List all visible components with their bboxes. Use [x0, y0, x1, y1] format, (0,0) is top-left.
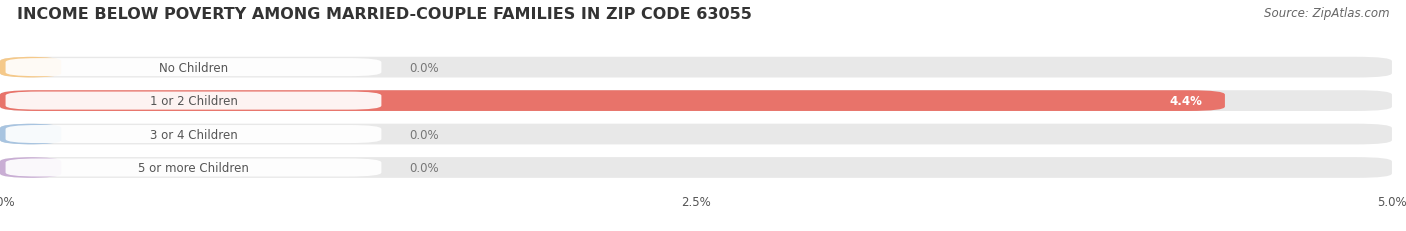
Text: 5 or more Children: 5 or more Children [138, 161, 249, 174]
FancyBboxPatch shape [0, 58, 62, 78]
FancyBboxPatch shape [0, 91, 1225, 112]
Text: 0.0%: 0.0% [409, 161, 439, 174]
FancyBboxPatch shape [0, 124, 1392, 145]
FancyBboxPatch shape [6, 159, 381, 177]
FancyBboxPatch shape [0, 91, 1392, 112]
FancyBboxPatch shape [0, 124, 62, 145]
Text: 3 or 4 Children: 3 or 4 Children [149, 128, 238, 141]
FancyBboxPatch shape [6, 59, 381, 77]
FancyBboxPatch shape [6, 92, 381, 110]
Text: Source: ZipAtlas.com: Source: ZipAtlas.com [1264, 7, 1389, 20]
Text: 0.0%: 0.0% [409, 128, 439, 141]
FancyBboxPatch shape [0, 158, 62, 178]
Text: INCOME BELOW POVERTY AMONG MARRIED-COUPLE FAMILIES IN ZIP CODE 63055: INCOME BELOW POVERTY AMONG MARRIED-COUPL… [17, 7, 752, 22]
Text: 0.0%: 0.0% [409, 61, 439, 74]
Text: No Children: No Children [159, 61, 228, 74]
Text: 4.4%: 4.4% [1170, 95, 1202, 108]
FancyBboxPatch shape [0, 158, 1392, 178]
Text: 1 or 2 Children: 1 or 2 Children [149, 95, 238, 108]
FancyBboxPatch shape [6, 125, 381, 143]
FancyBboxPatch shape [0, 58, 1392, 78]
